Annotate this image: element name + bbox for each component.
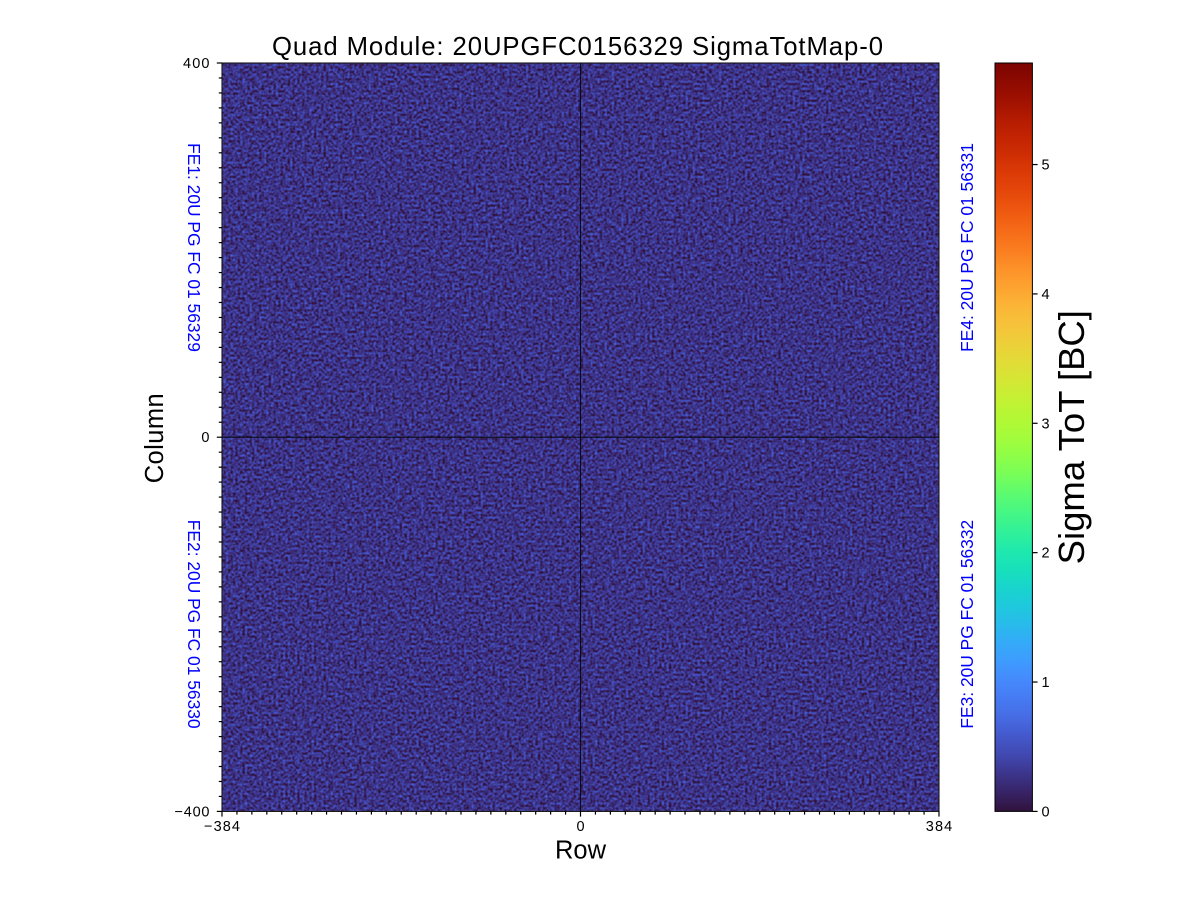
svg-text:FE1: 20U PG FC 01 56329: FE1: 20U PG FC 01 56329 [184, 143, 204, 352]
svg-text:−384: −384 [204, 819, 240, 835]
svg-text:2: 2 [1042, 546, 1050, 562]
svg-text:0: 0 [1042, 804, 1050, 820]
svg-text:0: 0 [576, 819, 584, 835]
svg-text:400: 400 [183, 56, 210, 72]
svg-text:4: 4 [1042, 287, 1050, 303]
svg-text:−400: −400 [175, 804, 210, 820]
svg-text:Column: Column [141, 393, 169, 483]
svg-text:FE4: 20U PG FC 01 56331: FE4: 20U PG FC 01 56331 [957, 143, 977, 352]
svg-text:5: 5 [1042, 158, 1050, 174]
svg-text:FE3: 20U PG FC 01 56332: FE3: 20U PG FC 01 56332 [957, 520, 977, 729]
svg-text:1: 1 [1042, 675, 1050, 691]
svg-text:3: 3 [1042, 416, 1050, 432]
svg-text:Row: Row [555, 837, 607, 865]
svg-text:0: 0 [201, 430, 209, 446]
svg-text:FE2: 20U PG FC 01 56330: FE2: 20U PG FC 01 56330 [184, 520, 204, 729]
svg-text:384: 384 [926, 819, 953, 835]
svg-text:Quad Module: 20UPGFC0156329 Si: Quad Module: 20UPGFC0156329 SigmaTotMap-… [272, 33, 883, 61]
svg-text:Sigma ToT [BC]: Sigma ToT [BC] [1051, 310, 1092, 564]
